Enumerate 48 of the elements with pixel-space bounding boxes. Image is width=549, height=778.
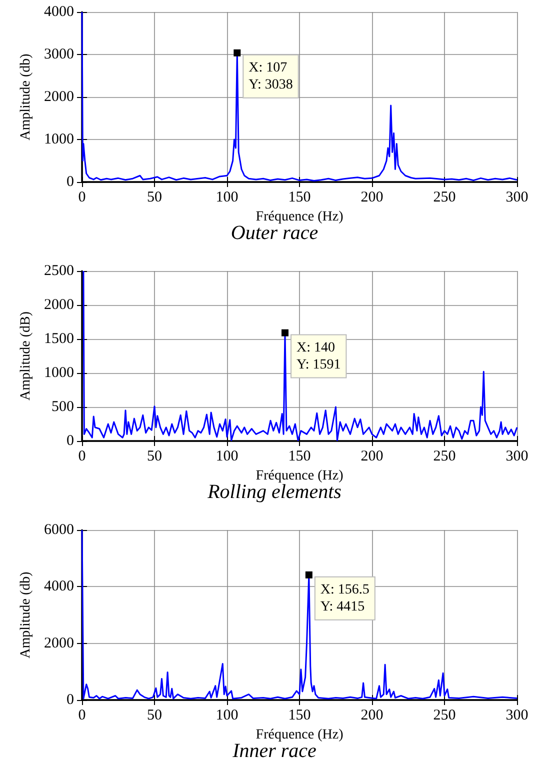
y-axis-title: Amplitude (dB) <box>18 311 34 401</box>
y-tick-label: 500 <box>52 399 74 415</box>
x-tick-label: 250 <box>433 708 456 724</box>
annotation: X: 140 Y: 1591 <box>296 340 341 372</box>
text: Inner race <box>232 740 317 762</box>
y-tick-label: 1000 <box>44 132 74 148</box>
x-axis-title: Fréquence (Hz) <box>256 727 344 742</box>
y-tick-label: 4000 <box>44 4 74 20</box>
x-tick-label: 150 <box>288 448 311 464</box>
x-tick-label: 50 <box>147 190 162 206</box>
text: Rolling elements <box>206 481 342 503</box>
y-axis-title: Amplitude (db) <box>18 53 34 140</box>
y-tick-label: 2000 <box>44 89 74 105</box>
y-tick-label: 0 <box>66 174 74 190</box>
x-tick-label: 50 <box>147 708 162 724</box>
y-axis-title: Amplitude (db) <box>18 571 34 658</box>
x-tick-label: 200 <box>360 708 384 724</box>
y-tick-label: 2500 <box>44 263 74 279</box>
x-tick-label: 50 <box>147 448 162 464</box>
y-tick-label: 4000 <box>44 578 74 595</box>
x-tick-label: 200 <box>360 190 384 206</box>
x-tick-label: 250 <box>433 448 456 464</box>
x-tick-label: 150 <box>288 708 311 724</box>
y-tick-label: 2000 <box>44 635 74 652</box>
x-axis-title: Fréquence (Hz) <box>256 209 344 224</box>
y-tick-label: 6000 <box>44 522 74 538</box>
x-tick-label: 200 <box>360 448 384 464</box>
x-axis-title: Fréquence (Hz) <box>256 468 344 484</box>
x-tick-label: 300 <box>506 190 528 206</box>
x-tick-label: 100 <box>216 448 238 464</box>
x-tick-label: 250 <box>433 190 456 206</box>
x-tick-label: 0 <box>78 448 86 464</box>
x-tick-label: 100 <box>216 190 238 206</box>
y-tick-label: 1000 <box>44 365 74 381</box>
x-tick-label: 300 <box>506 448 528 464</box>
y-tick-label: 0 <box>66 433 74 449</box>
y-tick-label: 2000 <box>44 297 74 313</box>
y-tick-label: 0 <box>66 692 74 708</box>
annotation: X: 156.5 Y: 4415 <box>320 582 370 614</box>
x-tick-label: 100 <box>216 708 238 724</box>
text: Outer race <box>230 222 318 244</box>
x-tick-label: 150 <box>288 190 311 206</box>
x-tick-label: 0 <box>78 708 86 724</box>
y-tick-label: 1500 <box>44 331 74 347</box>
annotation: X: 107 Y: 3038 <box>248 60 293 92</box>
x-tick-label: 0 <box>78 190 86 206</box>
x-tick-label: 300 <box>506 708 528 724</box>
y-tick-label: 3000 <box>44 46 74 62</box>
